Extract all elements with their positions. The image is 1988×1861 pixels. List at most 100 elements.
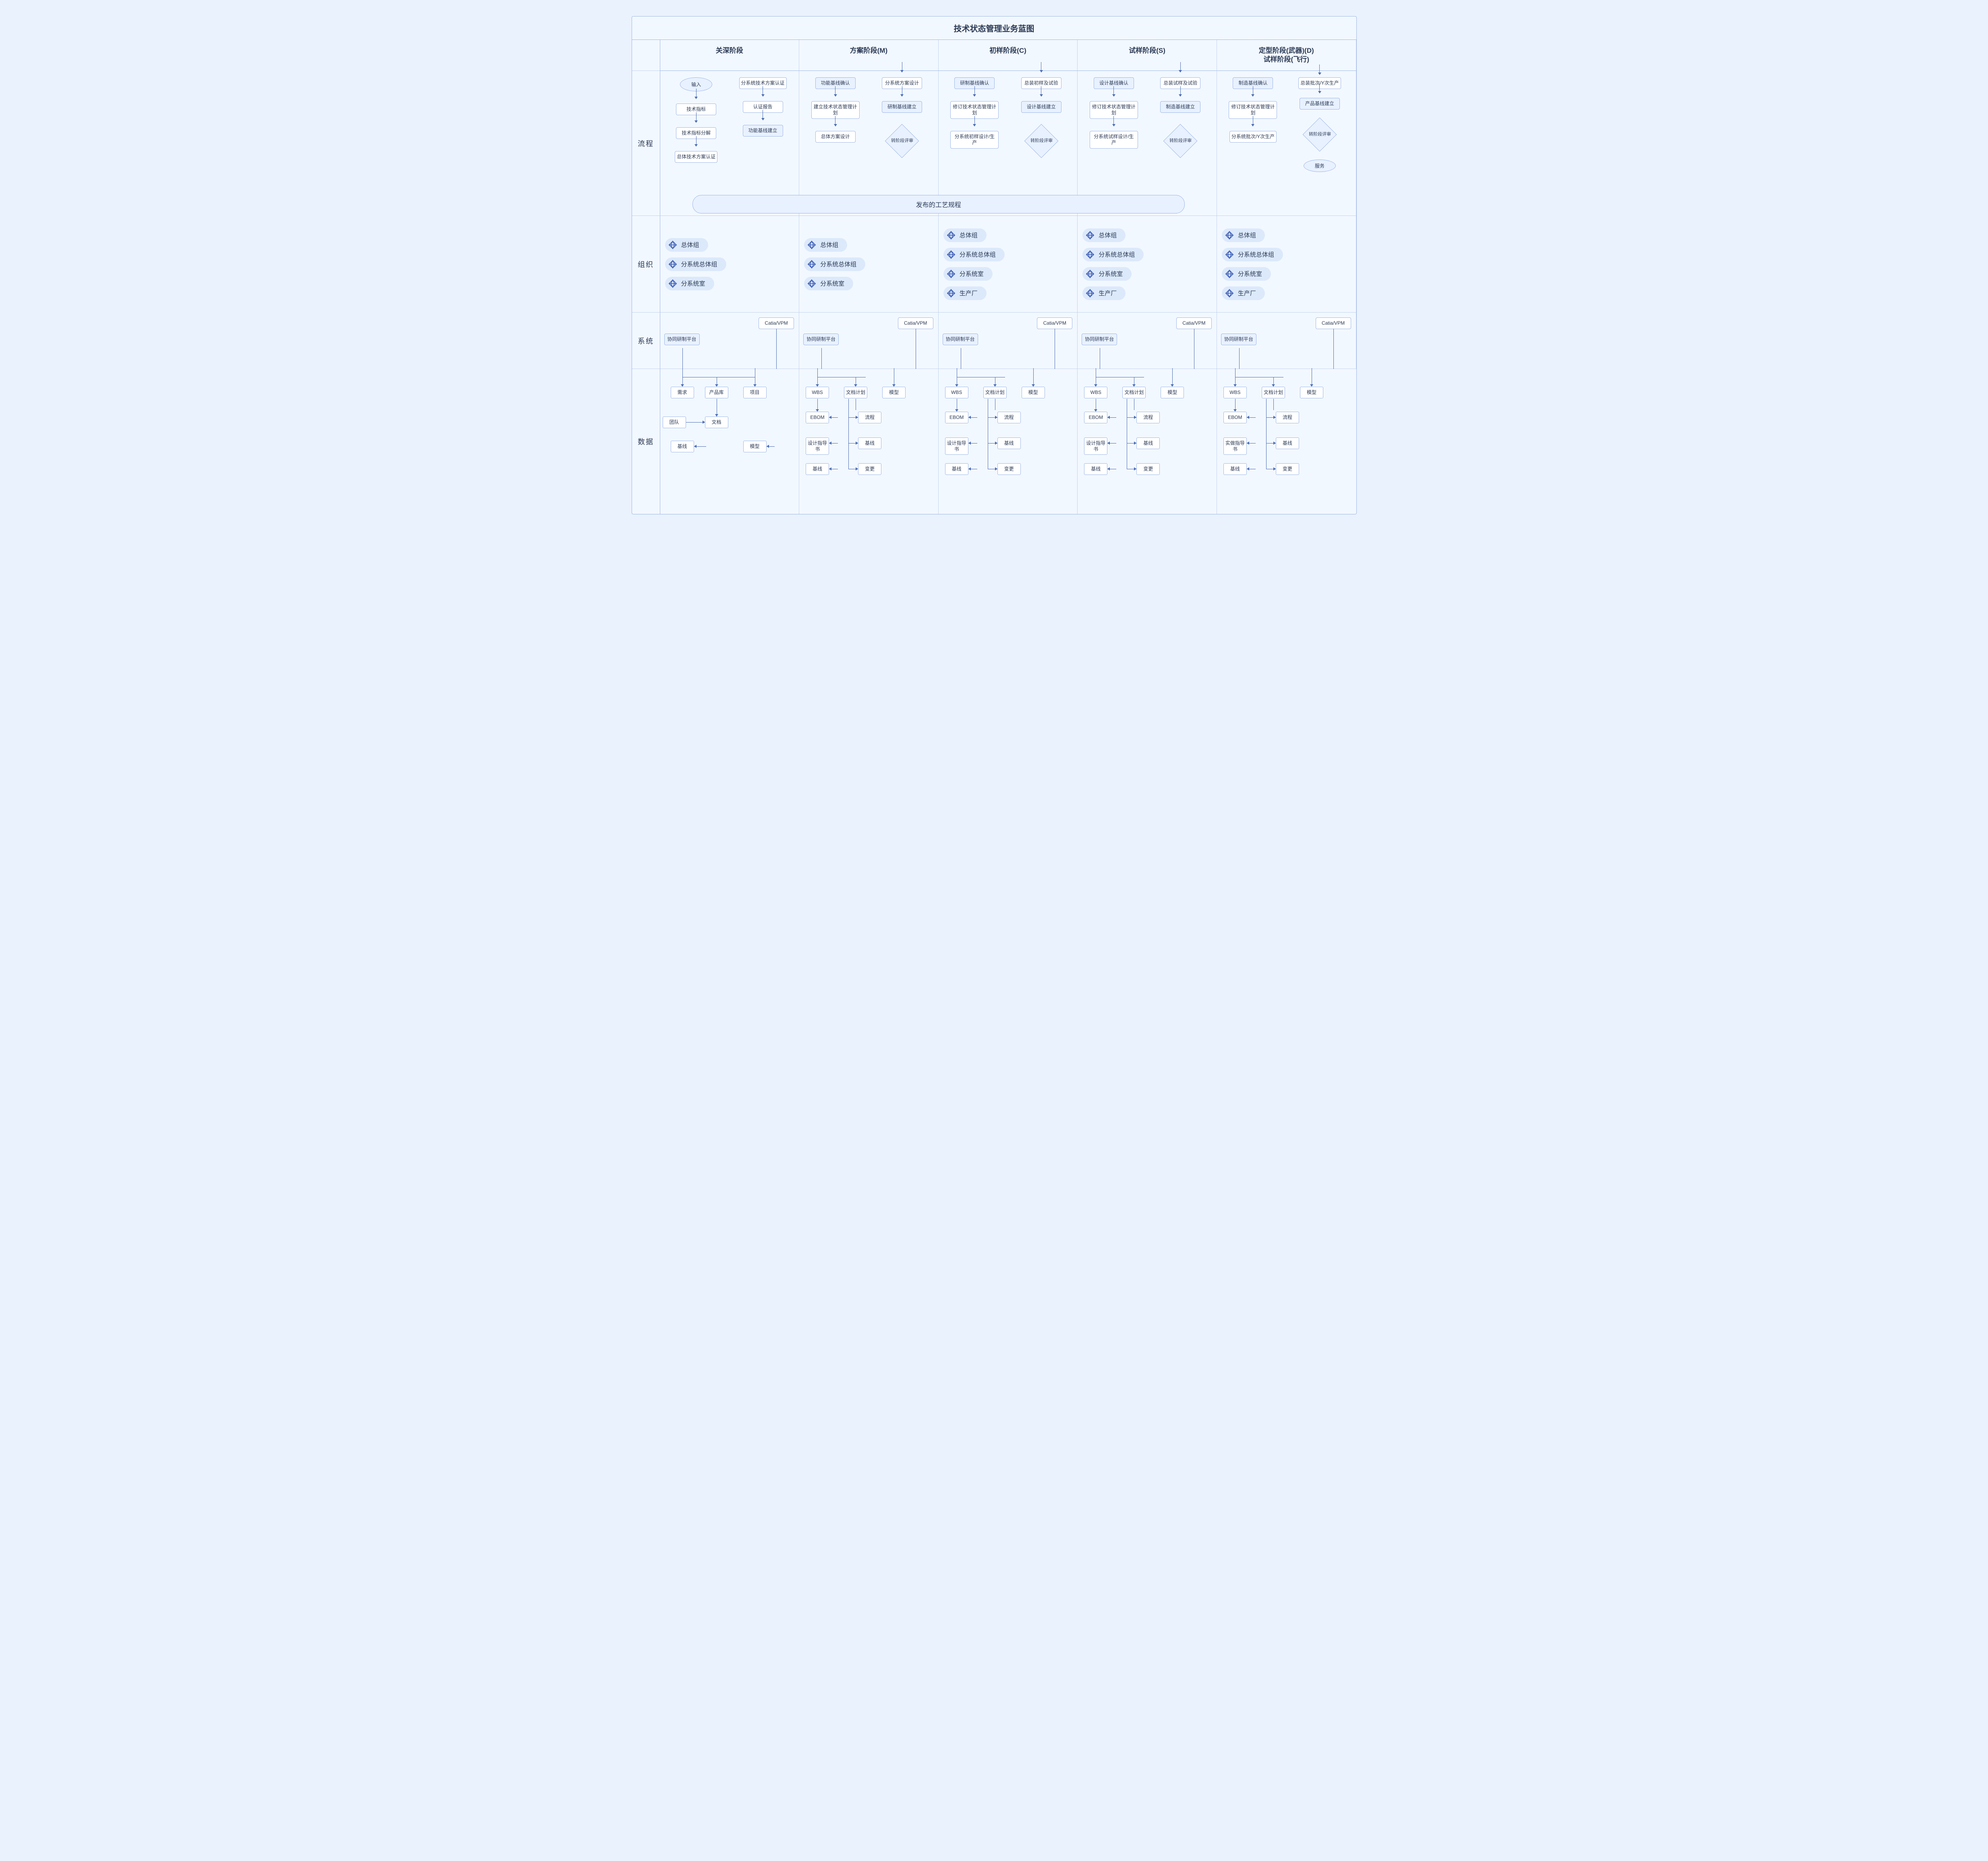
- data-node: 实做指导书: [1223, 437, 1247, 455]
- org-pill: 总体组: [665, 238, 708, 252]
- data-cell-3: WBS文档计划模型EBOM设计指导书基线流程基线变更: [1078, 369, 1217, 514]
- catia-node: Catia/VPM: [1316, 317, 1351, 329]
- org-pill: 分系统总体组: [1222, 248, 1283, 261]
- diamond-icon: [947, 250, 956, 259]
- diagram-title: 技术状态管理业务蓝图: [632, 17, 1356, 40]
- review-diamond: 转阶段评审: [1025, 125, 1057, 157]
- platform-node: 协同研制平台: [664, 334, 700, 345]
- diamond-icon: [947, 231, 956, 240]
- process-cell-1: 功能基线确认 建立技术状态管理计划 总体方案设计 分系统方案设计 研制基线建立 …: [799, 71, 939, 216]
- catia-node: Catia/VPM: [1037, 317, 1072, 329]
- org-label: 分系统室: [820, 279, 844, 288]
- process-banner: 发布的工艺规程: [692, 195, 1185, 213]
- diamond-icon: [1225, 231, 1234, 240]
- org-pill: 分系统室: [804, 277, 853, 290]
- org-pill: 分系统总体组: [804, 257, 865, 271]
- platform-node: 协同研制平台: [1221, 334, 1256, 345]
- diamond-icon: [807, 279, 816, 288]
- data-node: 团队: [663, 417, 686, 428]
- phase-head-4: 定型阶段(武器)(D) 试样阶段(飞行): [1217, 40, 1356, 71]
- data-node: 流程: [1276, 412, 1299, 423]
- diamond-icon: [1086, 289, 1095, 298]
- org-pill: 分系统室: [943, 267, 993, 281]
- data-cell-4: WBS文档计划模型EBOM实做指导书基线流程基线变更: [1217, 369, 1356, 514]
- row-label-org: 组织: [632, 216, 660, 313]
- data-node: 基线: [1223, 463, 1247, 475]
- data-node: 模型: [1300, 387, 1323, 398]
- data-node: 流程: [1136, 412, 1160, 423]
- data-node: 模型: [1022, 387, 1045, 398]
- org-pill: 分系统总体组: [665, 257, 726, 271]
- data-node: 变更: [997, 463, 1021, 475]
- system-cell-3: 协同研制平台 Catia/VPM: [1078, 313, 1217, 369]
- org-cell-0: 总体组 分系统总体组 分系统室: [660, 216, 800, 313]
- data-node: WBS: [945, 387, 968, 398]
- org-cell-3: 总体组 分系统总体组 分系统室 生产厂: [1078, 216, 1217, 313]
- diamond-icon: [947, 289, 956, 298]
- org-pill: 生产厂: [943, 286, 987, 300]
- org-label: 分系统室: [960, 269, 984, 278]
- data-node: 产品库: [705, 387, 728, 398]
- baseline-node: 制造基线建立: [1160, 101, 1200, 113]
- review-diamond: 转阶段评审: [1164, 125, 1196, 157]
- data-node: EBOM: [1084, 412, 1107, 423]
- data-node: WBS: [1223, 387, 1247, 398]
- row-label-data: 数据: [632, 369, 660, 514]
- row-label-process: 流程: [632, 71, 660, 216]
- data-node: 设计指导书: [1084, 437, 1107, 455]
- org-pill: 分系统室: [1222, 267, 1271, 281]
- baseline-node: 设计基线建立: [1021, 101, 1061, 113]
- data-node: 需求: [671, 387, 694, 398]
- org-label: 总体组: [960, 231, 978, 239]
- review-diamond: 转阶段评审: [1304, 118, 1336, 151]
- diamond-icon: [1086, 269, 1095, 278]
- system-cell-0: 协同研制平台 Catia/VPM: [660, 313, 800, 369]
- data-cell-0: 需求 产品库 项目 团队 文档 基线 模型: [660, 369, 800, 514]
- org-label: 生产厂: [1099, 289, 1117, 297]
- org-label: 生产厂: [960, 289, 978, 297]
- baseline-node: 研制基线建立: [882, 101, 922, 113]
- review-diamond: 转阶段评审: [886, 125, 918, 157]
- data-node: 模型: [743, 441, 767, 452]
- blueprint-frame: 技术状态管理业务蓝图 关深阶段 方案阶段(M) 初样阶段(C) 试样阶段(S) …: [632, 16, 1357, 514]
- system-cell-4: 协同研制平台 Catia/VPM: [1217, 313, 1356, 369]
- org-cell-2: 总体组 分系统总体组 分系统室 生产厂: [939, 216, 1078, 313]
- data-node: 基线: [1084, 463, 1107, 475]
- data-node: 基线: [671, 441, 694, 452]
- org-pill: 分系统室: [665, 277, 714, 290]
- data-node: 文档: [705, 417, 728, 428]
- system-cell-2: 协同研制平台 Catia/VPM: [939, 313, 1078, 369]
- grid: 关深阶段 方案阶段(M) 初样阶段(C) 试样阶段(S) 定型阶段(武器)(D)…: [632, 40, 1356, 514]
- corner-cell: [632, 40, 660, 71]
- data-node: 文档计划: [844, 387, 867, 398]
- org-pill: 分系统总体组: [1082, 248, 1144, 261]
- platform-node: 协同研制平台: [943, 334, 978, 345]
- org-label: 分系统室: [681, 279, 705, 288]
- data-node: 基线: [858, 437, 881, 449]
- org-pill: 总体组: [1222, 228, 1265, 242]
- data-node: 流程: [858, 412, 881, 423]
- end-node: 服务: [1304, 160, 1336, 172]
- phase-head-3: 试样阶段(S): [1078, 40, 1217, 71]
- org-label: 总体组: [1099, 231, 1117, 239]
- process-cell-3: 设计基线确认 修订技术状态管理计划 分系统试样设计/生产 总装试样及试验 制造基…: [1078, 71, 1217, 216]
- org-label: 生产厂: [1238, 289, 1256, 297]
- org-label: 分系统总体组: [1238, 250, 1274, 259]
- diamond-icon: [807, 260, 816, 269]
- data-cell-1: WBS文档计划模型EBOM设计指导书基线流程基线变更: [799, 369, 939, 514]
- org-cell-4: 总体组 分系统总体组 分系统室 生产厂: [1217, 216, 1356, 313]
- baseline-node: 功能基线建立: [743, 125, 783, 137]
- proc-node: 分系统初样设计/生产: [950, 131, 999, 149]
- catia-node: Catia/VPM: [898, 317, 933, 329]
- data-node: EBOM: [945, 412, 968, 423]
- proc-node: 总体技术方案认证: [675, 151, 717, 163]
- org-label: 分系统室: [1099, 269, 1123, 278]
- proc-node: 分系统批次/Y次生产: [1229, 131, 1277, 143]
- data-node: 设计指导书: [945, 437, 968, 455]
- data-cell-2: WBS文档计划模型EBOM设计指导书基线流程基线变更: [939, 369, 1078, 514]
- org-label: 分系统总体组: [960, 250, 996, 259]
- diamond-icon: [668, 260, 677, 269]
- org-label: 分系统总体组: [1099, 250, 1135, 259]
- phase-head-1: 方案阶段(M): [799, 40, 939, 71]
- process-cell-4: 制造基线确认 修订技术状态管理计划 分系统批次/Y次生产 总装批次/Y次生产 产…: [1217, 71, 1356, 216]
